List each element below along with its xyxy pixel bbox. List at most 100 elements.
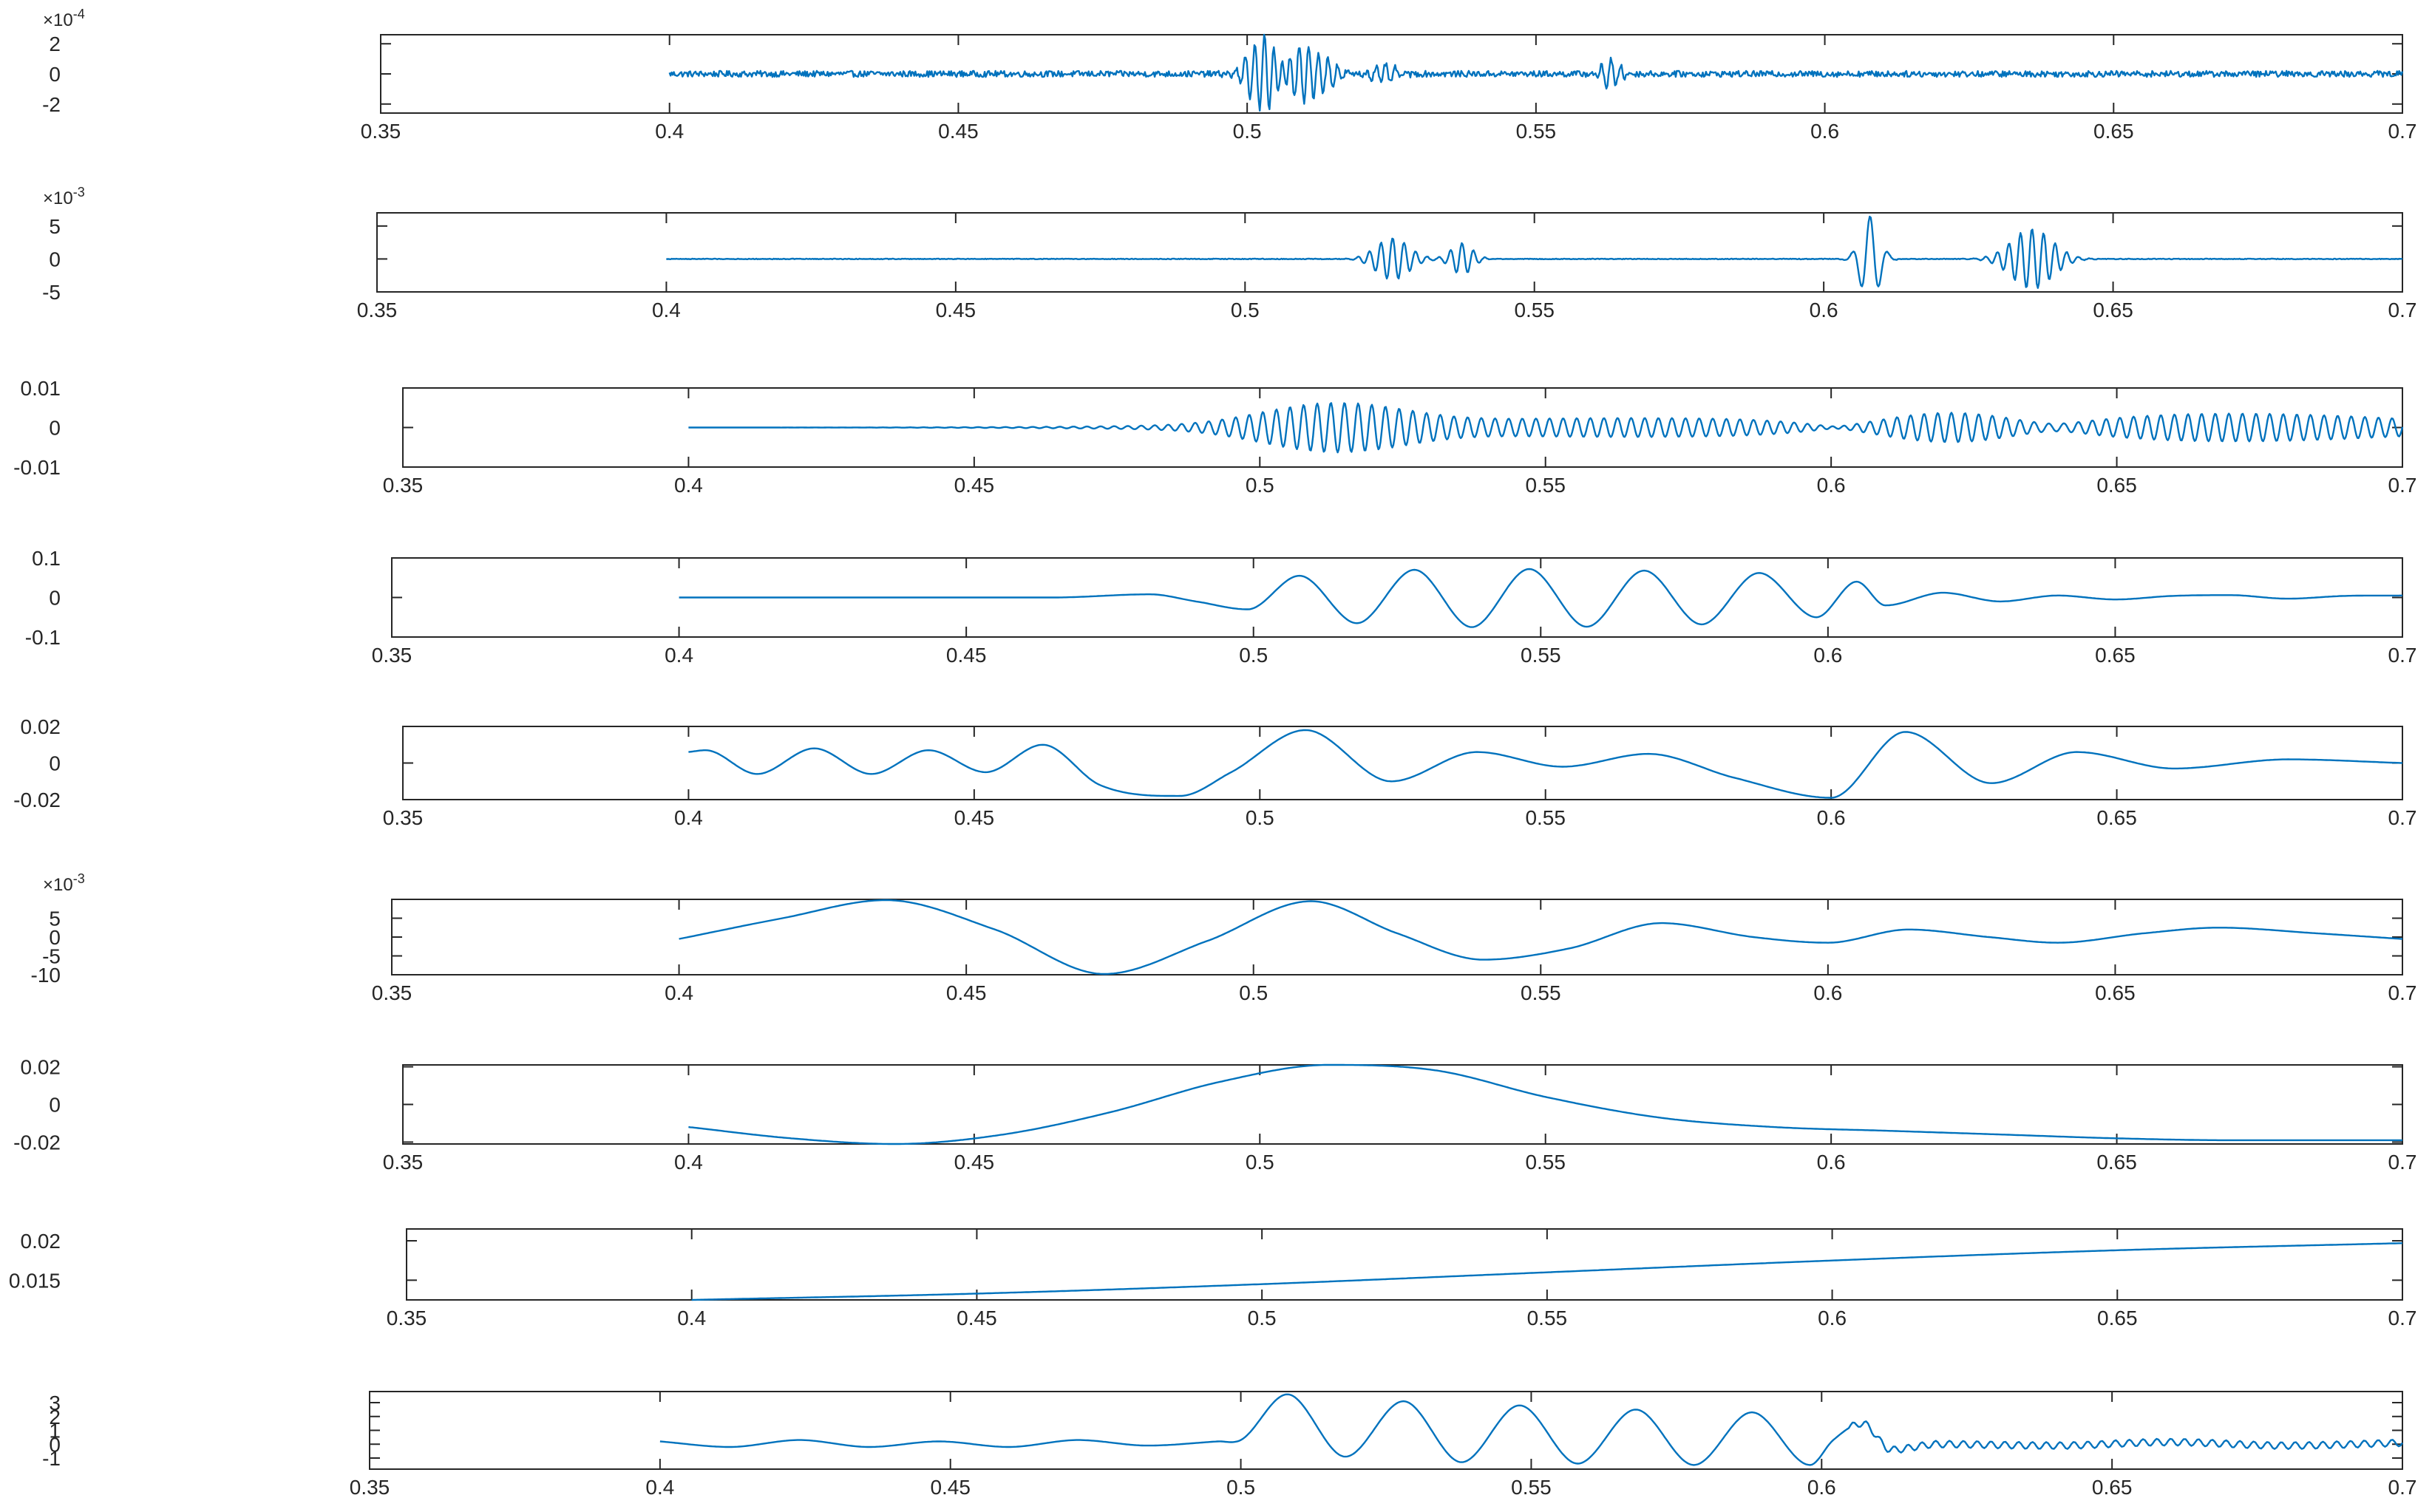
y-tick-label: 5 — [49, 907, 61, 930]
x-tick-label: 0.45 — [954, 474, 995, 497]
y-tick-label: 2 — [49, 33, 61, 55]
x-tick-label: 0.4 — [655, 120, 684, 143]
y-tick-label: 0.02 — [21, 715, 61, 738]
x-tick-label: 0.6 — [1817, 474, 1846, 497]
y-tick-label: 0 — [49, 63, 61, 86]
x-tick-label: 0.65 — [2092, 1476, 2133, 1499]
x-tick-label: 0.7 — [2388, 1476, 2417, 1499]
x-tick-label: 0.5 — [1231, 299, 1260, 321]
x-tick-label: 0.35 — [361, 120, 401, 143]
x-tick-label: 0.35 — [357, 299, 398, 321]
axes-frame — [402, 1064, 2403, 1145]
x-tick-label: 0.4 — [645, 1476, 674, 1499]
y-exponent: -4 — [73, 7, 85, 21]
x-tick-label: 0.6 — [1813, 644, 1842, 667]
x-tick-label: 0.55 — [1525, 806, 1566, 829]
x-tick-label: 0.35 — [350, 1476, 390, 1499]
x-tick-label: 0.35 — [372, 981, 412, 1004]
x-tick-label: 0.65 — [2093, 299, 2133, 321]
y-tick-label: 0.01 — [21, 377, 61, 400]
x-tick-label: 0.4 — [652, 299, 681, 321]
x-tick-label: 0.65 — [2096, 1151, 2137, 1174]
x-tick-label: 0.45 — [946, 981, 987, 1004]
x-tick-label: 0.35 — [383, 806, 424, 829]
y-tick-label: 0.1 — [32, 547, 61, 570]
x-tick-label: 0.6 — [1807, 1476, 1836, 1499]
y-tick-label: -0.1 — [25, 626, 61, 649]
x-tick-label: 0.4 — [674, 474, 703, 497]
y-tick-label: 0 — [49, 752, 61, 775]
x-tick-label: 0.65 — [2096, 474, 2137, 497]
x-tick-label: 0.5 — [1246, 474, 1274, 497]
y-tick-label: 0 — [49, 926, 61, 949]
y-tick-label: 0 — [49, 1094, 61, 1117]
y-tick-label: -0.02 — [13, 1131, 61, 1154]
y-tick-label: 0.02 — [21, 1230, 61, 1253]
x-tick-label: 0.35 — [383, 1151, 424, 1174]
axes-frame — [369, 1391, 2403, 1470]
y-tick-label: -10 — [31, 964, 61, 987]
x-tick-label: 0.6 — [1810, 120, 1839, 143]
x-tick-label: 0.45 — [957, 1307, 997, 1329]
y-tick-label: 5 — [49, 215, 61, 238]
y-tick-label: 0.015 — [9, 1269, 61, 1292]
x-tick-label: 0.6 — [1810, 299, 1838, 321]
subplot-3: 0.35 0.4 0.45 0.5 0.55 0.6 0.65 0.7 -0.01 0 0.01 — [13, 377, 2416, 497]
x-tick-label: 0.65 — [2096, 806, 2137, 829]
y-tick-label: 0 — [49, 248, 61, 270]
y-tick-label: 0 — [49, 587, 61, 610]
x-tick-label: 0.5 — [1239, 981, 1268, 1004]
series-line — [691, 1242, 2403, 1301]
y-tick-label: 2 — [49, 1406, 61, 1428]
x-tick-label: 0.5 — [1239, 644, 1268, 667]
y-tick-label: 3 — [49, 1392, 61, 1414]
series-line — [688, 729, 2403, 799]
x-tick-label: 0.55 — [1521, 981, 1561, 1004]
series-line — [688, 402, 2404, 454]
x-tick-label: 0.7 — [2388, 1307, 2417, 1329]
x-tick-label: 0.5 — [1226, 1476, 1255, 1499]
x-tick-label: 0.45 — [930, 1476, 971, 1499]
x-tick-label: 0.45 — [938, 120, 979, 143]
x-tick-label: 0.4 — [665, 981, 693, 1004]
x-tick-label: 0.5 — [1248, 1307, 1277, 1329]
series-line — [659, 1393, 2403, 1466]
x-tick-label: 0.7 — [2388, 806, 2417, 829]
y-tick-label: -2 — [42, 93, 61, 116]
y-exponent: -3 — [73, 185, 85, 200]
subplot-7: 0.35 0.4 0.45 0.5 0.55 0.6 0.65 0.7 -0.02 0 0.02 — [13, 1056, 2416, 1174]
y-exponent: -3 — [73, 871, 85, 886]
series-line — [666, 215, 2403, 289]
y-tick-label: 0.02 — [21, 1056, 61, 1079]
x-tick-label: 0.65 — [2093, 120, 2134, 143]
x-tick-label: 0.55 — [1521, 644, 1561, 667]
x-tick-label: 0.4 — [665, 644, 693, 667]
y-tick-label: -5 — [42, 281, 61, 304]
y-exponent-label: ×10-4 — [43, 7, 85, 30]
x-tick-label: 0.55 — [1516, 120, 1557, 143]
axes-frame — [402, 726, 2403, 800]
x-tick-label: 0.7 — [2388, 1151, 2417, 1174]
subplot-1: 0.35 0.4 0.45 0.5 0.55 0.6 0.65 0.7 -2 0 2 ×10-4 — [42, 7, 2416, 143]
x-tick-label: 0.7 — [2388, 474, 2417, 497]
subplot-8: 0.35 0.4 0.45 0.5 0.55 0.6 0.65 0.7 0.015 0.02 — [9, 1228, 2417, 1329]
x-tick-label: 0.4 — [677, 1307, 706, 1329]
x-tick-label: 0.6 — [1817, 1151, 1846, 1174]
x-tick-label: 0.65 — [2095, 981, 2136, 1004]
x-tick-label: 0.6 — [1817, 806, 1846, 829]
y-tick-label: -0.02 — [13, 789, 61, 811]
x-tick-label: 0.45 — [954, 806, 995, 829]
x-tick-label: 0.45 — [936, 299, 976, 321]
x-tick-label: 0.7 — [2388, 299, 2417, 321]
x-tick-label: 0.6 — [1813, 981, 1842, 1004]
subplot-2: 0.35 0.4 0.45 0.5 0.55 0.6 0.65 0.7 -5 0 5 ×10-3 — [42, 185, 2416, 321]
y-tick-label: 0 — [49, 1433, 61, 1456]
y-tick-label: -5 — [42, 945, 61, 968]
x-tick-label: 0.7 — [2388, 120, 2417, 143]
series-line — [668, 33, 2404, 112]
x-tick-label: 0.5 — [1246, 1151, 1274, 1174]
x-tick-label: 0.55 — [1514, 299, 1555, 321]
y-tick-label: -0.01 — [13, 456, 61, 479]
